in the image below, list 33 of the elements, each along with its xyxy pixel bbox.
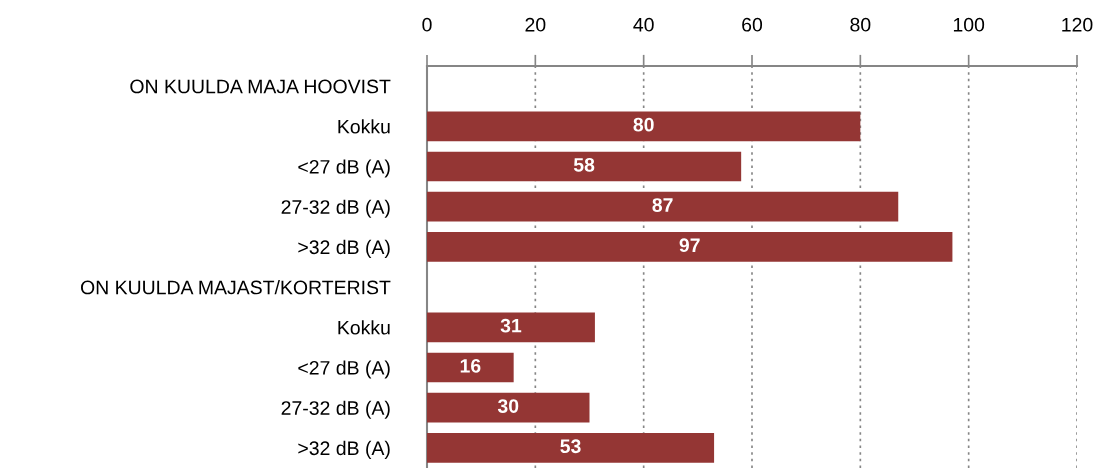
y-tick-label: ON KUULDA MAJA HOOVIST — [130, 79, 391, 94]
x-tick-label: 120 — [1062, 17, 1093, 32]
data-label: 31 — [500, 318, 522, 333]
y-tick-label: >32 dB (A) — [298, 440, 390, 459]
bar — [427, 433, 715, 463]
x-tick-label: 0 — [422, 17, 432, 32]
data-label: 80 — [633, 117, 654, 132]
bar — [427, 392, 590, 423]
x-tick-label: 40 — [633, 17, 654, 32]
x-tick-label: 80 — [850, 17, 871, 32]
x-tick-label: 20 — [525, 17, 546, 32]
bar — [427, 111, 861, 142]
data-label: 30 — [497, 399, 519, 413]
bar — [427, 232, 953, 262]
y-tick-label: >32 dB (A) — [298, 239, 390, 258]
x-tick-label: 60 — [742, 17, 763, 32]
data-label: 87 — [652, 198, 673, 212]
y-tick-label: <27 dB (A) — [298, 159, 390, 178]
bar — [427, 151, 742, 182]
y-tick-label: 27-32 dB (A) — [281, 199, 390, 218]
bar — [427, 191, 899, 222]
y-tick-label: Kokku — [338, 320, 390, 335]
y-tick-label: Kokku — [338, 119, 390, 134]
y-tick-label: 27-32 dB (A) — [281, 400, 390, 419]
y-tick-label: <27 dB (A) — [298, 360, 390, 379]
x-tick-label: 100 — [953, 17, 985, 32]
data-label: 53 — [560, 439, 581, 454]
data-label: 16 — [460, 358, 481, 373]
bar — [427, 312, 595, 343]
data-label: 97 — [679, 238, 700, 253]
data-label: 58 — [573, 157, 595, 172]
y-tick-label: ON KUULDA MAJAST/KORTERIST — [80, 280, 391, 295]
bar — [427, 352, 514, 383]
